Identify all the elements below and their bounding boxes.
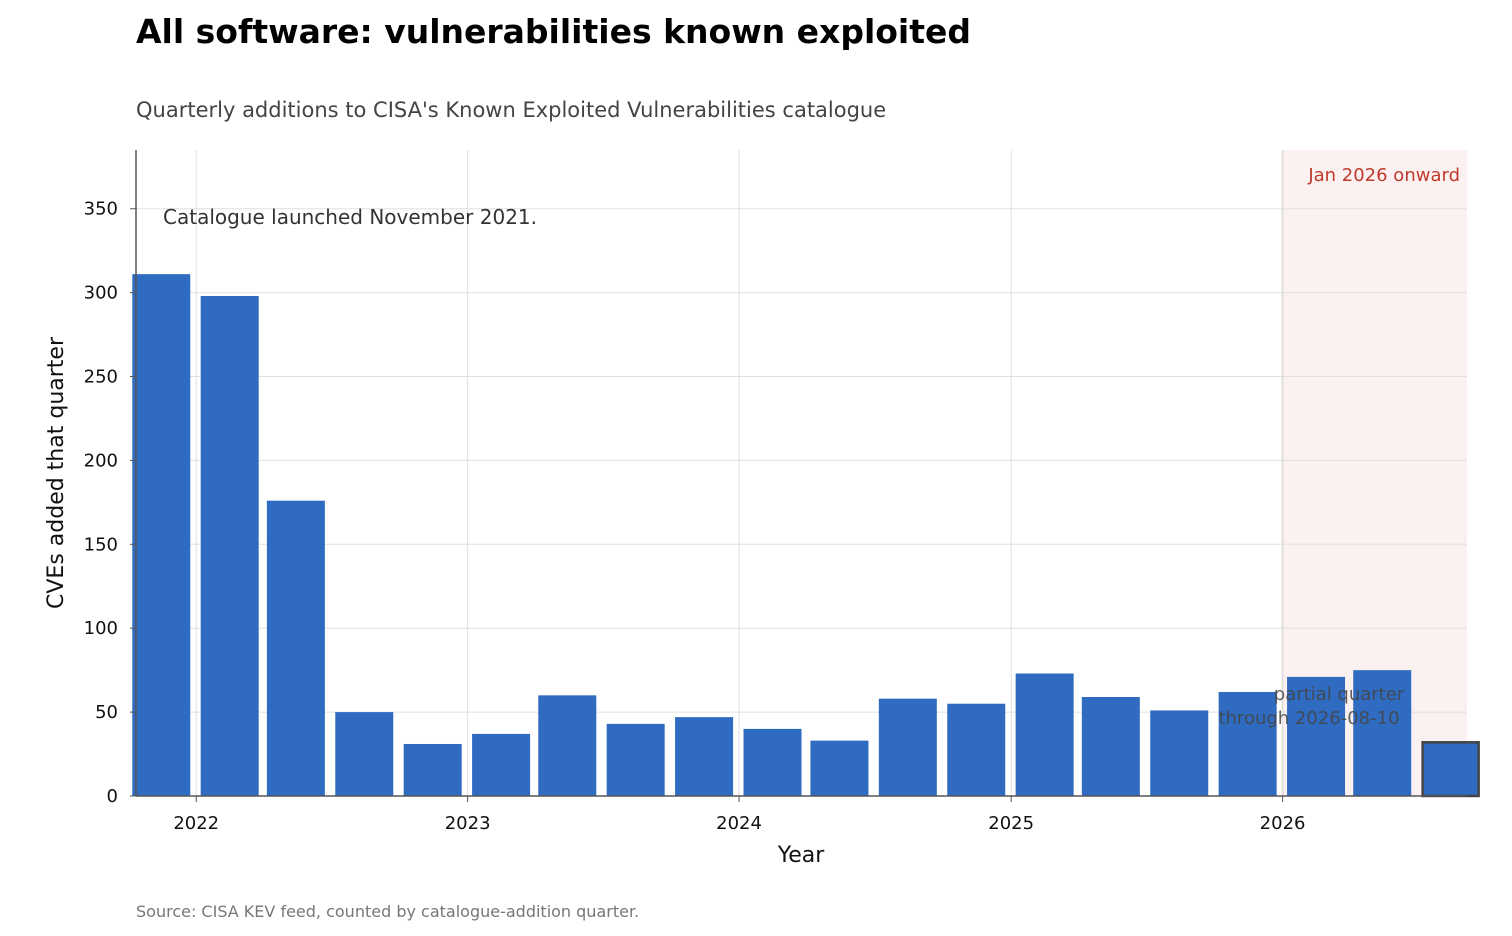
y-tick-label: 350 <box>84 199 118 220</box>
bar <box>1218 691 1277 796</box>
y-tick-label: 250 <box>84 367 118 388</box>
bar <box>472 733 531 796</box>
chart-subtitle: Quarterly additions to CISA's Known Expl… <box>136 98 887 122</box>
y-tick-label: 200 <box>84 450 118 471</box>
bars-layer <box>132 274 1480 798</box>
axes-layer <box>130 150 1467 802</box>
bar <box>947 703 1006 796</box>
y-tick-label: 0 <box>107 786 118 807</box>
bar <box>1287 676 1346 796</box>
bar <box>266 500 325 796</box>
bar <box>1015 673 1074 796</box>
labels-layer: Jan 2026 onward 0 50 100 150 200 250 300 350 2022… <box>44 165 1460 868</box>
bar <box>200 295 259 796</box>
launch-annotation: Catalogue launched November 2021. <box>163 205 537 229</box>
y-axis-label: CVEs added that quarter <box>44 336 69 609</box>
source-note: Source: CISA KEV feed, counted by catalo… <box>136 902 640 921</box>
x-tick-label: 2026 <box>1260 813 1306 834</box>
partial-quarter-note: partial quarter <box>1274 684 1405 705</box>
bar <box>810 740 869 796</box>
x-tick-label: 2023 <box>445 813 491 834</box>
y-tick-label: 150 <box>84 534 118 555</box>
bar <box>743 728 802 796</box>
bar <box>675 717 734 796</box>
bar <box>1081 697 1140 796</box>
shaded-region-label: Jan 2026 onward <box>1307 165 1460 186</box>
bar-partial-quarter <box>1421 741 1480 798</box>
bar <box>132 274 191 796</box>
partial-quarter-date-note: through 2026-08-10 <box>1218 708 1399 729</box>
y-tick-label: 50 <box>95 702 118 723</box>
bar <box>606 723 665 796</box>
bar <box>335 712 394 796</box>
y-tick-label: 100 <box>84 618 118 639</box>
x-tick-label: 2025 <box>988 813 1034 834</box>
bar <box>1353 670 1412 796</box>
x-axis-label: Year <box>777 843 826 868</box>
chart-title: All software: vulnerabilities known expl… <box>136 12 972 51</box>
bar <box>878 698 937 796</box>
y-tick-label: 300 <box>84 283 118 304</box>
bar <box>403 743 462 796</box>
x-tick-label: 2024 <box>716 813 762 834</box>
bar <box>538 695 597 796</box>
x-tick-label: 2022 <box>173 813 219 834</box>
bar <box>1150 710 1209 796</box>
